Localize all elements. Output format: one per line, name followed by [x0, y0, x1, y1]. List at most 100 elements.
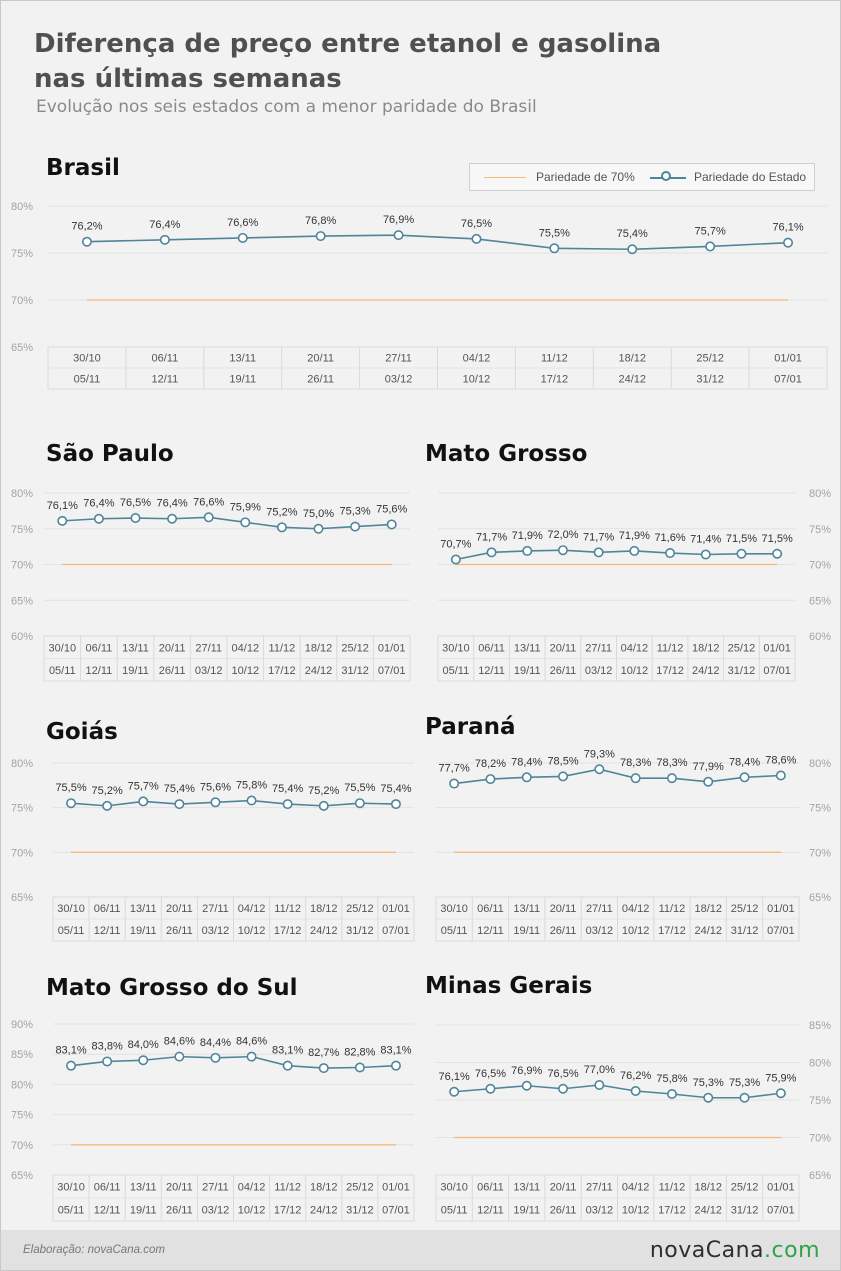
data-point — [593, 547, 604, 558]
data-label: 82,8% — [344, 1046, 375, 1058]
title-line-1: Diferença de preço entre etanol e gasoli… — [34, 29, 662, 59]
data-point — [393, 230, 404, 241]
x-tick-label-start: 18/12 — [310, 1182, 338, 1194]
x-tick-label-end: 19/11 — [130, 1205, 157, 1217]
data-point — [240, 517, 251, 528]
x-tick-label-end: 26/11 — [166, 925, 193, 937]
y-tick-label: 65% — [809, 892, 831, 904]
x-tick-label-end: 07/01 — [382, 1205, 410, 1217]
x-tick-label-end: 03/12 — [586, 925, 614, 937]
data-point — [775, 770, 786, 781]
data-label: 76,5% — [120, 497, 151, 509]
data-point — [318, 800, 329, 811]
x-tick-label-end: 12/11 — [478, 665, 505, 677]
data-label: 71,7% — [583, 531, 614, 543]
chart-brasil: 80% 75% 70% 65% 30/10 06/11 13/11 20/11 27/11 04/… — [11, 201, 828, 390]
data-point — [246, 1051, 257, 1062]
page-subtitle: Evolução nos seis estados com a menor pa… — [36, 97, 537, 117]
data-point — [354, 1062, 365, 1073]
data-point — [703, 1092, 714, 1103]
x-tick-label-end: 24/12 — [305, 665, 333, 677]
x-tick-label-start: 18/12 — [692, 642, 720, 654]
x-tick-label-end: 31/12 — [731, 925, 759, 937]
data-label: 71,4% — [690, 533, 721, 545]
x-tick-label-start: 06/11 — [477, 903, 504, 915]
x-tick-label-start: 06/11 — [478, 642, 505, 654]
data-label: 71,9% — [619, 530, 650, 542]
x-tick-label-start: 06/11 — [477, 1182, 504, 1194]
x-tick-label-start: 04/12 — [238, 1182, 266, 1194]
x-tick-label-start: 04/12 — [238, 903, 266, 915]
data-point — [210, 797, 221, 808]
data-point — [203, 512, 214, 523]
x-tick-label-end: 12/11 — [477, 1205, 504, 1217]
x-tick-label-start: 04/12 — [622, 903, 650, 915]
data-label: 75,6% — [200, 781, 231, 793]
data-point — [736, 548, 747, 559]
x-tick-label-start: 27/11 — [202, 903, 229, 915]
x-tick-label-start: 25/12 — [731, 1182, 759, 1194]
x-tick-label-end: 19/11 — [122, 665, 149, 677]
data-point — [390, 799, 401, 810]
x-tick-label-start: 20/11 — [550, 642, 577, 654]
data-point — [775, 1088, 786, 1099]
x-tick-label-start: 18/12 — [694, 903, 722, 915]
data-point — [665, 548, 676, 559]
x-tick-label-end: 07/01 — [774, 374, 802, 386]
x-tick-label-end: 19/11 — [229, 374, 256, 386]
data-point — [594, 764, 605, 775]
y-tick-label: 65% — [11, 1170, 33, 1182]
x-tick-label-end: 03/12 — [195, 665, 223, 677]
data-label: 76,1% — [47, 500, 78, 512]
series-line — [70, 1055, 396, 1069]
x-tick-label-end: 31/12 — [731, 1205, 759, 1217]
y-tick-label: 70% — [11, 295, 33, 307]
data-point — [167, 513, 178, 524]
y-tick-label: 70% — [11, 847, 33, 859]
x-tick-label-start: 25/12 — [346, 1182, 374, 1194]
x-tick-label-start: 25/12 — [346, 903, 374, 915]
data-label: 72,0% — [547, 529, 578, 541]
data-point — [386, 519, 397, 530]
y-tick-label: 80% — [11, 1079, 33, 1091]
y-tick-label: 75% — [11, 524, 33, 536]
x-tick-label-end: 05/11 — [441, 925, 468, 937]
data-label: 75,3% — [693, 1077, 724, 1089]
data-label: 75,7% — [128, 780, 159, 792]
data-point — [93, 513, 104, 524]
data-label: 75,0% — [303, 508, 334, 520]
x-tick-label-end: 05/11 — [49, 665, 76, 677]
x-tick-label-start: 25/12 — [728, 642, 756, 654]
data-point — [630, 773, 641, 784]
data-point — [739, 1092, 750, 1103]
data-label: 76,4% — [156, 498, 187, 510]
data-label: 75,7% — [695, 225, 726, 237]
x-tick-label-end: 26/11 — [550, 665, 577, 677]
data-label: 76,5% — [461, 218, 492, 230]
legend-marker-icon — [661, 171, 671, 181]
data-label: 75,5% — [55, 782, 86, 794]
data-label: 78,6% — [765, 755, 796, 767]
data-label: 75,2% — [92, 785, 123, 797]
data-point — [703, 776, 714, 787]
x-tick-label-start: 27/11 — [586, 903, 613, 915]
x-tick-label-start: 13/11 — [130, 903, 157, 915]
data-point — [700, 549, 711, 560]
y-tick-label: 80% — [11, 488, 33, 500]
chart-title-minas-gerais: Minas Gerais — [425, 973, 593, 999]
data-point — [739, 772, 750, 783]
x-tick-label-start: 01/01 — [378, 642, 406, 654]
x-tick-label-start: 11/12 — [659, 1182, 686, 1194]
x-tick-label-start: 27/11 — [202, 1182, 229, 1194]
x-tick-label-end: 10/12 — [622, 925, 650, 937]
x-tick-label-end: 17/12 — [274, 1205, 302, 1217]
footer-credit: Elaboração: novaCana.com — [23, 1244, 165, 1256]
data-label: 83,1% — [380, 1045, 411, 1057]
x-tick-label-start: 06/11 — [94, 1182, 121, 1194]
x-tick-label-start: 01/01 — [382, 1182, 410, 1194]
x-tick-label-end: 05/11 — [442, 665, 469, 677]
x-tick-label-start: 18/12 — [310, 903, 338, 915]
data-point — [627, 244, 638, 255]
data-label: 75,5% — [344, 782, 375, 794]
